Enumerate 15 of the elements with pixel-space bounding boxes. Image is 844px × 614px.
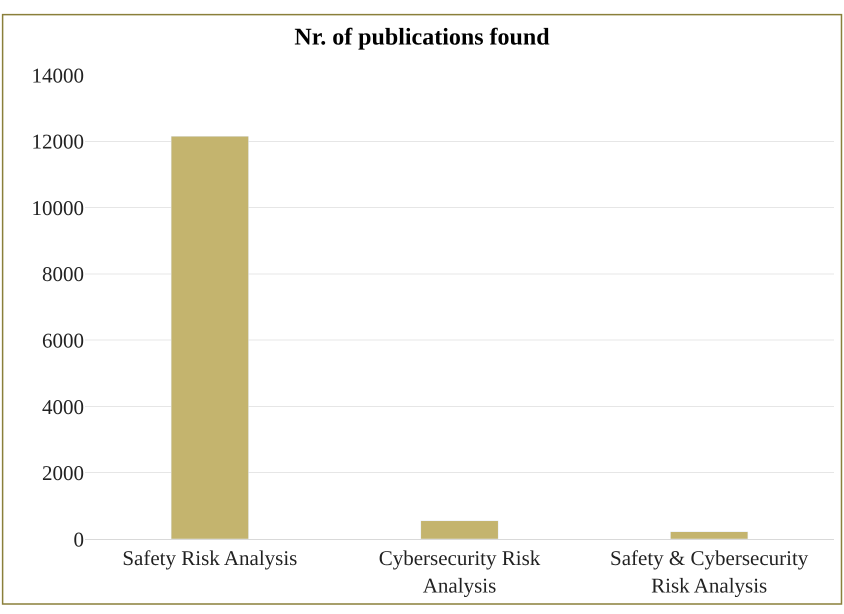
y-tick-label: 10000	[32, 196, 84, 220]
y-tick-label: 2000	[42, 461, 84, 486]
bar	[670, 531, 748, 539]
y-tick-label: 8000	[42, 262, 84, 286]
y-tick-label: 0	[74, 527, 84, 552]
bar	[420, 520, 498, 539]
chart-title: Nr. of publications found	[294, 24, 550, 50]
x-tick-label: Safety Risk Analysis	[122, 546, 298, 570]
y-tick-label: 12000	[32, 130, 84, 154]
x-tick-label: Safety & Cybersecurity Risk Analysis	[610, 546, 809, 598]
bar	[170, 136, 249, 539]
y-tick-label: 14000	[32, 63, 84, 88]
y-tick-label: 4000	[42, 394, 84, 419]
y-tick-label: 6000	[42, 328, 84, 352]
x-tick-label: Cybersecurity Risk Analysis	[378, 546, 541, 598]
